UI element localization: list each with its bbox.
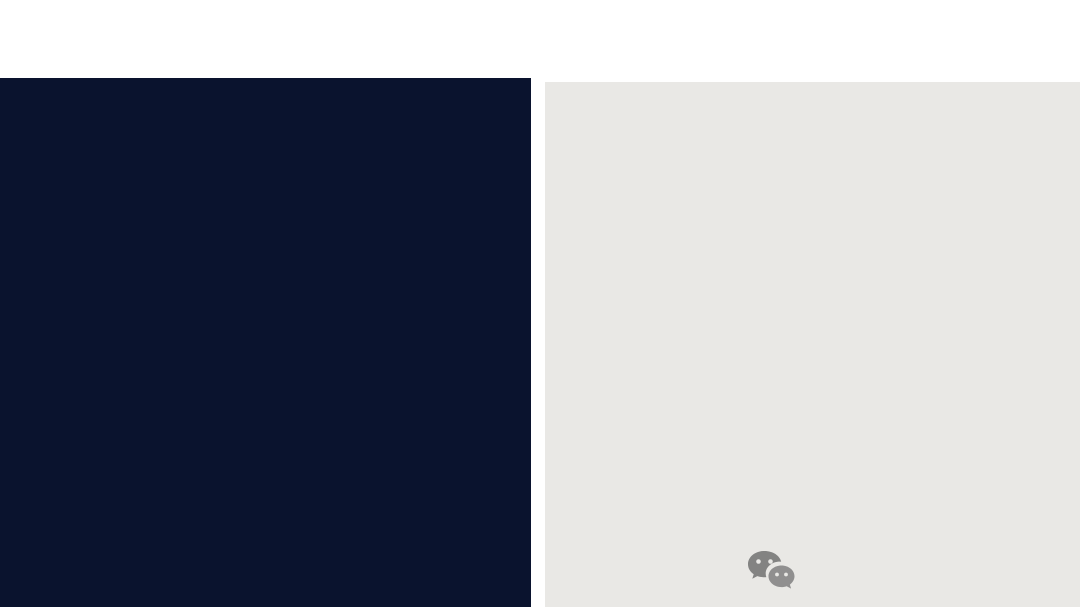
hexagonal-lattice-micrograph — [0, 78, 531, 607]
xps-panel — [545, 82, 1080, 607]
page-title — [0, 6, 1080, 72]
xps-spectrum-chart — [545, 82, 1080, 607]
hexagonal-lattice-image — [0, 78, 531, 607]
